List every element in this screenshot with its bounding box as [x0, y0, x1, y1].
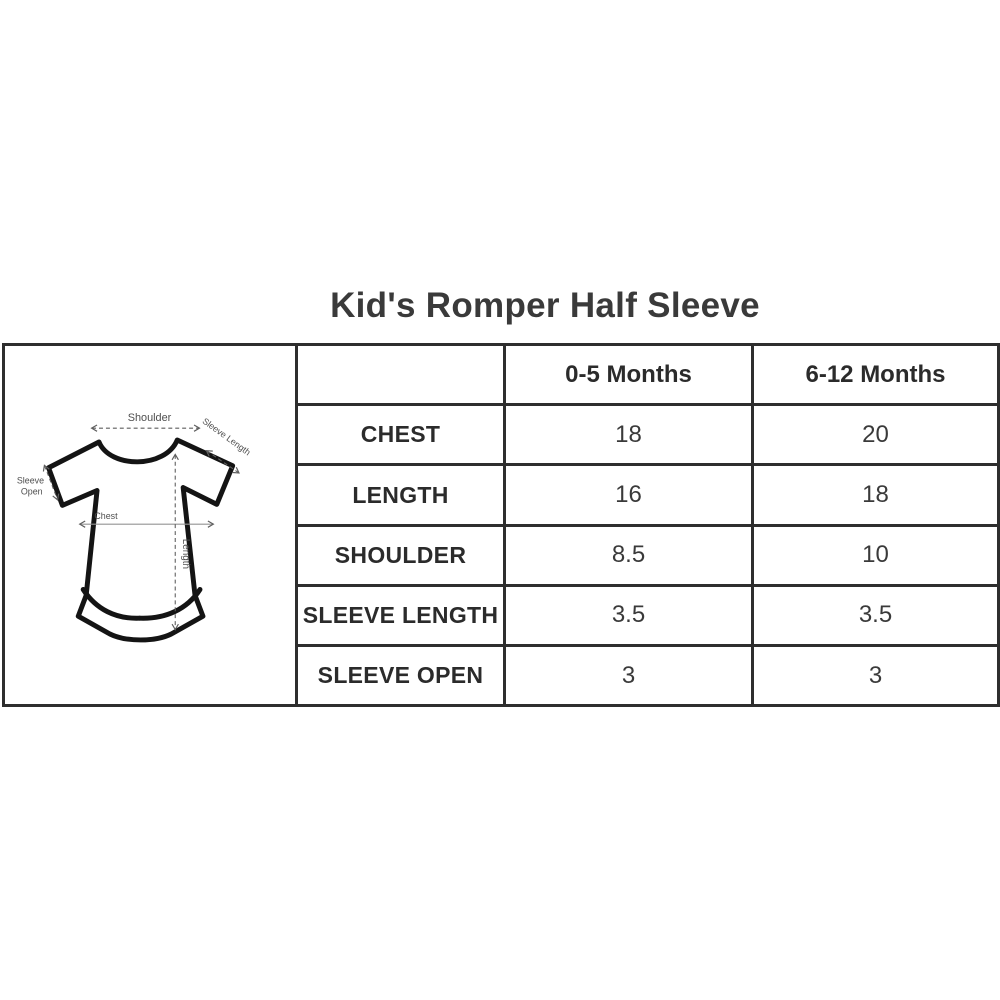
- cell-value: 3.5: [751, 583, 1000, 648]
- table-row-shoulder: SHOULDER 8.5 10: [4, 523, 1000, 587]
- cell-value: 3: [751, 644, 1000, 708]
- row-label: CHEST: [295, 403, 506, 467]
- length-label: Length: [180, 539, 191, 569]
- cell-value: 8.5: [503, 523, 754, 587]
- cell-value: 20: [751, 403, 1000, 467]
- table-row-sleeve-open: SLEEVE OPEN 3 3: [4, 644, 1000, 708]
- corner-cell: [295, 342, 506, 407]
- size-chart-table: Shoulder Sleeve Length Sleeve Open Chest…: [2, 342, 1000, 708]
- romper-diagram: Shoulder Sleeve Length Sleeve Open Chest…: [17, 412, 253, 643]
- table-row-sleeve-length: SLEEVE LENGTH 3.5 3.5: [4, 583, 1000, 648]
- sleeve-open-label: Sleeve Open: [17, 476, 47, 497]
- cell-value: 16: [503, 463, 754, 527]
- cell-value: 18: [503, 403, 754, 467]
- shoulder-label: Shoulder: [128, 412, 172, 424]
- row-label: SLEEVE OPEN: [295, 644, 506, 708]
- cell-value: 10: [751, 523, 1000, 587]
- chest-label: Chest: [94, 511, 118, 521]
- cell-value: 3: [503, 644, 754, 708]
- column-header-0-5-months: 0-5 Months: [503, 342, 754, 407]
- romper-diagram-cell: Shoulder Sleeve Length Sleeve Open Chest…: [2, 342, 298, 708]
- header-row: Shoulder Sleeve Length Sleeve Open Chest…: [2, 342, 1000, 708]
- row-label: SHOULDER: [295, 523, 506, 587]
- page-title: Kid's Romper Half Sleeve: [330, 286, 760, 325]
- sleeve-length-label: Sleeve Length: [201, 416, 253, 458]
- table-row-chest: CHEST 18 20: [4, 403, 1000, 467]
- row-label: LENGTH: [295, 463, 506, 527]
- table-row-length: LENGTH 16 18: [4, 463, 1000, 527]
- row-label: SLEEVE LENGTH: [295, 583, 506, 648]
- cell-value: 18: [751, 463, 1000, 527]
- sleeve-open-measure-arrow: [42, 464, 60, 501]
- romper-outline-icon: [46, 437, 236, 643]
- cell-value: 3.5: [503, 583, 754, 648]
- column-header-6-12-months: 6-12 Months: [751, 342, 1000, 407]
